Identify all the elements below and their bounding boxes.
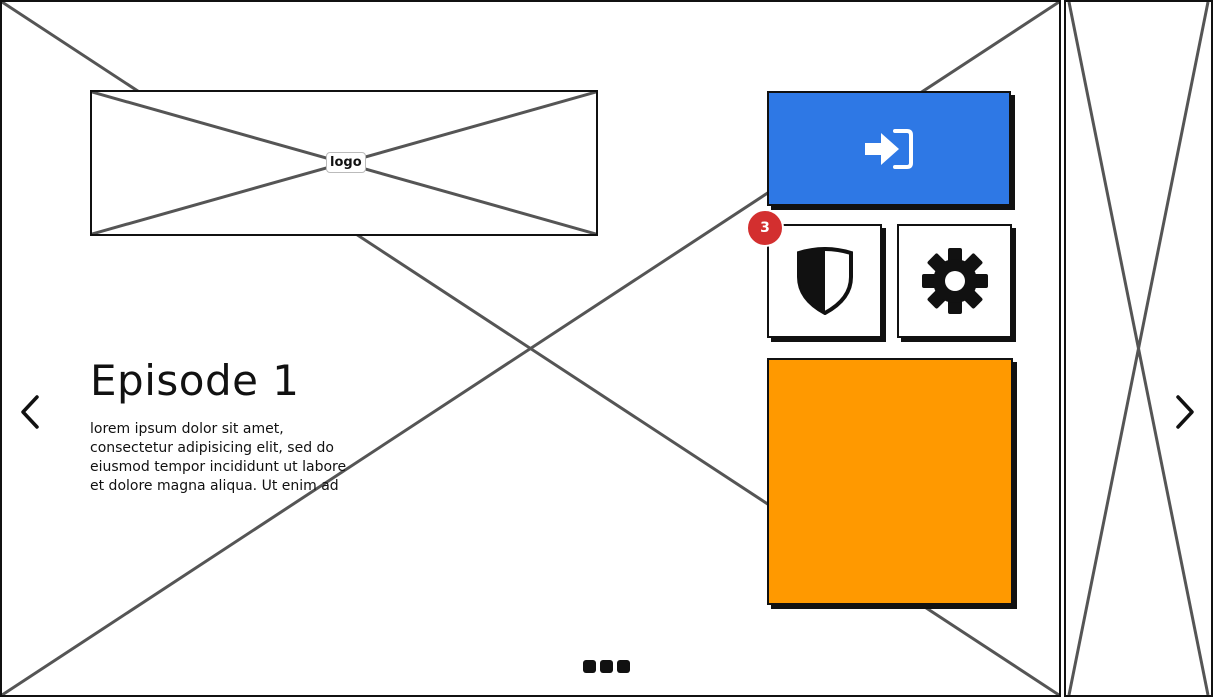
chevron-left-icon [21,395,39,429]
notification-badge: 3 [746,209,784,247]
featured-tile[interactable] [767,358,1013,605]
ellipsis-pager-icon[interactable] [583,660,630,673]
episode-description: lorem ipsum dolor sit amet, consectetur … [90,421,347,494]
next-slide-preview-placeholder [1064,0,1213,697]
gear-icon [921,248,988,314]
pager-dot[interactable] [600,660,613,673]
chevron-right-icon [1176,395,1194,429]
previous-slide-button[interactable] [17,394,45,430]
security-button[interactable] [767,224,882,338]
shield-icon [796,247,853,315]
pager-dot[interactable] [583,660,596,673]
next-slide-button[interactable] [1170,394,1198,430]
sign-in-icon [865,128,913,169]
logo-placeholder: logo [90,90,598,236]
login-button[interactable] [767,91,1011,206]
episode-title: Episode 1 [90,356,300,405]
pager-dot[interactable] [617,660,630,673]
logo-label: logo [326,152,366,173]
placeholder-cross [1067,2,1210,695]
settings-button[interactable] [897,224,1012,338]
